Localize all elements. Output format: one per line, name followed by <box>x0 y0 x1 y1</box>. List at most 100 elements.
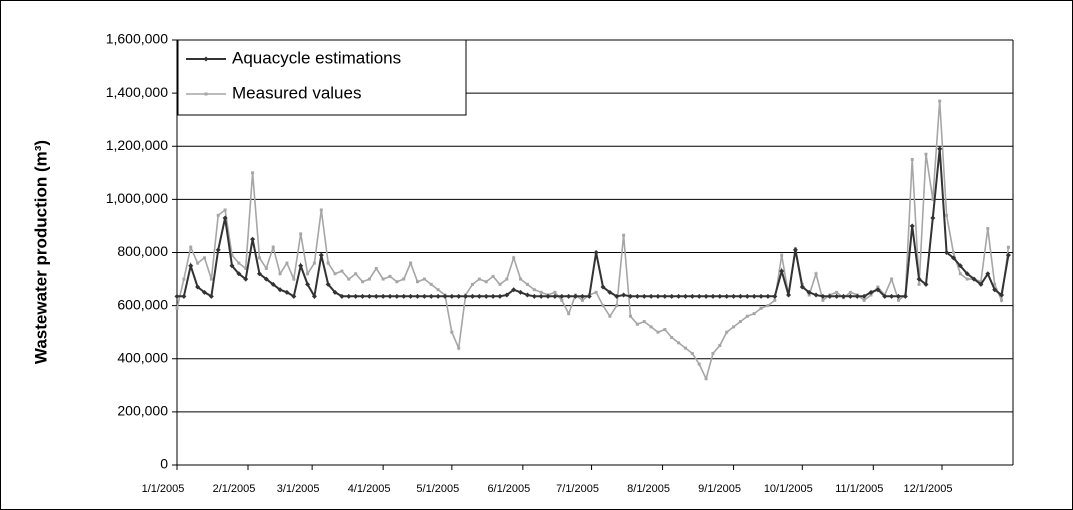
point-marker <box>394 293 400 299</box>
point-marker <box>306 272 310 276</box>
point-marker <box>346 293 352 299</box>
point-marker <box>497 293 503 299</box>
point-marker <box>848 290 852 294</box>
point-marker <box>196 261 200 265</box>
point-marker <box>354 272 358 276</box>
point-marker <box>957 263 963 269</box>
point-marker <box>579 293 585 299</box>
point-marker <box>401 293 407 299</box>
point-marker <box>978 281 984 287</box>
point-marker <box>868 289 874 295</box>
point-marker <box>388 274 392 278</box>
point-marker <box>442 293 448 299</box>
point-marker <box>270 281 276 287</box>
point-marker <box>622 233 626 237</box>
point-marker <box>560 298 564 302</box>
point-marker <box>580 298 584 302</box>
point-marker <box>821 298 825 302</box>
point-marker <box>566 293 572 299</box>
point-marker <box>436 288 440 292</box>
point-marker <box>381 277 385 281</box>
legend-marker <box>204 92 208 96</box>
point-marker <box>366 293 372 299</box>
point-marker <box>263 276 269 282</box>
point-marker <box>450 330 454 334</box>
y-tick-label: 800,000 <box>117 243 168 259</box>
point-marker <box>573 293 579 299</box>
point-marker <box>524 292 530 298</box>
point-marker <box>250 236 256 242</box>
legend-label: Measured values <box>232 83 361 102</box>
point-marker <box>993 282 997 286</box>
point-marker <box>732 325 736 329</box>
point-marker <box>511 287 517 293</box>
point-marker <box>985 271 991 277</box>
y-tick-label: 0 <box>160 456 168 472</box>
x-tick-label: 3/1/2005 <box>277 483 320 495</box>
point-marker <box>469 293 475 299</box>
point-marker <box>944 250 950 255</box>
point-marker <box>669 293 675 299</box>
x-tick-label: 9/1/2005 <box>698 483 741 495</box>
point-marker <box>181 293 187 299</box>
point-marker <box>312 261 316 265</box>
point-marker <box>861 293 867 299</box>
legend-marker <box>203 56 209 62</box>
point-marker <box>689 293 695 299</box>
point-marker <box>491 274 495 278</box>
point-marker <box>601 304 605 308</box>
point-marker <box>758 293 764 299</box>
point-marker <box>725 330 729 334</box>
x-tick-label: 4/1/2005 <box>348 483 391 495</box>
point-marker <box>216 213 220 217</box>
point-marker <box>827 293 833 299</box>
point-marker <box>951 251 955 254</box>
point-marker <box>738 320 742 324</box>
point-marker <box>703 293 709 299</box>
point-marker <box>945 213 949 217</box>
point-marker <box>662 293 668 299</box>
x-tick-label: 10/1/2005 <box>764 483 813 495</box>
point-marker <box>779 268 785 274</box>
legend: Aquacycle estimations Measured values <box>177 39 467 116</box>
point-marker <box>292 277 296 281</box>
point-marker <box>751 293 757 299</box>
point-marker <box>656 330 660 334</box>
point-marker <box>834 293 840 299</box>
point-marker <box>463 293 469 299</box>
point-marker <box>567 312 571 316</box>
point-marker <box>792 247 798 253</box>
point-marker <box>457 346 461 350</box>
point-marker <box>380 293 386 299</box>
point-marker <box>347 277 351 281</box>
point-marker <box>875 287 881 293</box>
point-marker <box>408 293 414 299</box>
point-marker <box>642 320 646 324</box>
point-marker <box>628 293 634 299</box>
point-marker <box>786 292 792 298</box>
point-marker <box>854 293 860 299</box>
point-marker <box>483 293 489 299</box>
point-marker <box>895 293 901 299</box>
point-marker <box>215 247 221 253</box>
point-marker <box>835 290 839 294</box>
point-marker <box>367 277 371 281</box>
point-marker <box>930 215 936 221</box>
point-marker <box>223 208 227 212</box>
point-marker <box>256 271 262 277</box>
point-marker <box>429 282 433 286</box>
point-marker <box>690 351 694 355</box>
point-marker <box>780 253 784 257</box>
point-marker <box>202 256 206 260</box>
point-marker <box>559 293 565 299</box>
point-marker <box>422 277 426 281</box>
point-marker <box>476 293 482 299</box>
point-marker <box>201 289 207 295</box>
point-marker <box>876 285 880 289</box>
point-marker <box>449 293 455 299</box>
point-marker <box>999 292 1005 298</box>
point-marker <box>979 280 983 284</box>
point-marker <box>607 289 613 295</box>
point-marker <box>264 266 268 270</box>
